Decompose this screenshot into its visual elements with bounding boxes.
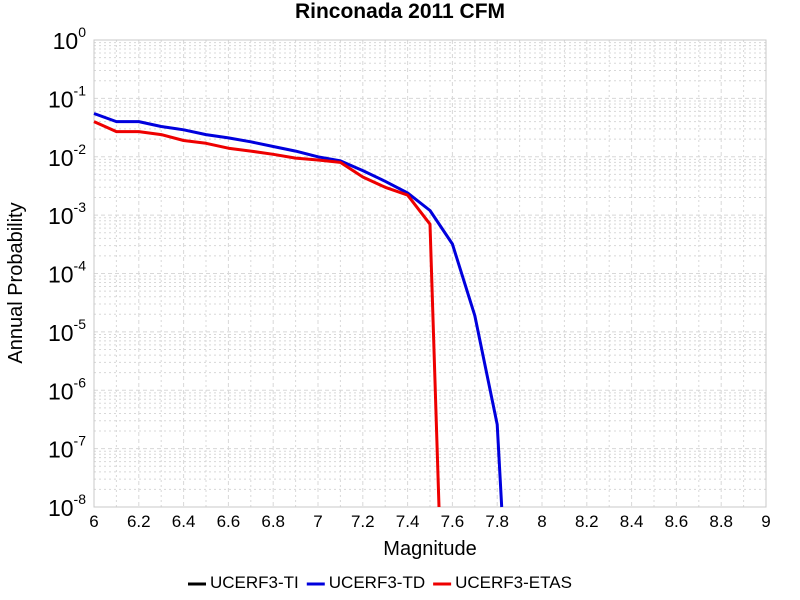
y-tick-label: 10-3	[48, 199, 86, 229]
x-tick-label: 6.8	[261, 512, 285, 531]
x-tick-label: 8.4	[620, 512, 644, 531]
y-tick-label: 10-2	[48, 141, 86, 171]
series-line-1	[93, 112, 504, 508]
y-tick-label: 10-1	[48, 82, 86, 112]
x-tick-label: 7.6	[441, 512, 465, 531]
x-tick-label: 8.8	[709, 512, 733, 531]
y-tick-labels: 100 10-1 10-2 10-3 10-4 10-5 10-6 10-7 10-8	[48, 24, 86, 521]
legend: UCERF3-TI UCERF3-TD UCERF3-ETAS	[188, 573, 572, 592]
x-tick-label: 6.4	[172, 512, 196, 531]
x-tick-label: 6	[89, 512, 98, 531]
y-tick-label: 10-7	[48, 433, 86, 463]
x-tick-label: 7	[313, 512, 322, 531]
series-line-2	[93, 120, 441, 508]
x-tick-label: 7.8	[485, 512, 509, 531]
y-tick-label: 10-8	[48, 491, 86, 521]
x-tick-label: 8	[537, 512, 546, 531]
series-layer	[93, 112, 504, 508]
x-tick-label: 7.4	[396, 512, 420, 531]
x-tick-label: 7.2	[351, 512, 375, 531]
x-tick-labels: 6 6.2 6.4 6.6 6.8 7 7.2 7.4 7.6 7.8 8 8.2 8.4 8.6 8.8 9	[89, 512, 770, 531]
x-tick-label: 8.2	[575, 512, 599, 531]
chart-title: Rinconada 2011 CFM	[295, 0, 505, 23]
y-axis-label: Annual Probability	[5, 202, 27, 363]
grid	[93, 40, 767, 508]
y-tick-label: 10-4	[48, 258, 86, 288]
y-tick-label: 10-5	[48, 316, 86, 346]
legend-label-1: UCERF3-TD	[329, 573, 425, 592]
x-axis-label: Magnitude	[383, 538, 476, 560]
x-tick-label: 8.6	[665, 512, 689, 531]
x-tick-label: 9	[761, 512, 770, 531]
legend-label-0: UCERF3-TI	[210, 573, 299, 592]
x-tick-label: 6.6	[217, 512, 241, 531]
y-tick-label: 100	[53, 24, 87, 54]
plot-area	[93, 39, 767, 508]
legend-label-2: UCERF3-ETAS	[455, 573, 572, 592]
x-tick-label: 6.2	[127, 512, 151, 531]
y-tick-label: 10-6	[48, 374, 86, 404]
